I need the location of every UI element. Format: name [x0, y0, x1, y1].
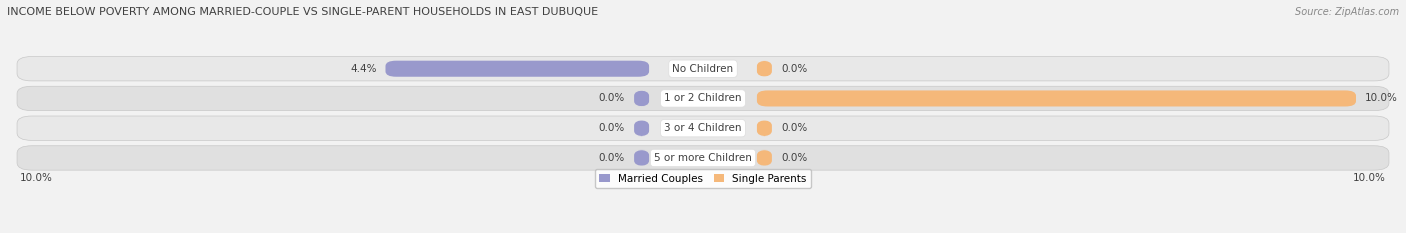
FancyBboxPatch shape	[385, 61, 650, 77]
Text: 0.0%: 0.0%	[599, 93, 626, 103]
FancyBboxPatch shape	[756, 150, 772, 166]
Text: 0.0%: 0.0%	[780, 153, 807, 163]
FancyBboxPatch shape	[634, 120, 650, 136]
Text: 10.0%: 10.0%	[1353, 173, 1386, 183]
Text: 5 or more Children: 5 or more Children	[654, 153, 752, 163]
Legend: Married Couples, Single Parents: Married Couples, Single Parents	[595, 169, 811, 188]
Text: Source: ZipAtlas.com: Source: ZipAtlas.com	[1295, 7, 1399, 17]
FancyBboxPatch shape	[634, 90, 650, 106]
FancyBboxPatch shape	[17, 86, 1389, 111]
FancyBboxPatch shape	[756, 90, 1355, 106]
Text: 1 or 2 Children: 1 or 2 Children	[664, 93, 742, 103]
FancyBboxPatch shape	[17, 57, 1389, 81]
Text: 0.0%: 0.0%	[780, 123, 807, 133]
Text: 4.4%: 4.4%	[350, 64, 377, 74]
FancyBboxPatch shape	[17, 116, 1389, 140]
FancyBboxPatch shape	[634, 150, 650, 166]
Text: INCOME BELOW POVERTY AMONG MARRIED-COUPLE VS SINGLE-PARENT HOUSEHOLDS IN EAST DU: INCOME BELOW POVERTY AMONG MARRIED-COUPL…	[7, 7, 598, 17]
Text: No Children: No Children	[672, 64, 734, 74]
Text: 0.0%: 0.0%	[599, 153, 626, 163]
Text: 10.0%: 10.0%	[1365, 93, 1398, 103]
FancyBboxPatch shape	[756, 61, 772, 77]
Text: 10.0%: 10.0%	[20, 173, 53, 183]
Text: 3 or 4 Children: 3 or 4 Children	[664, 123, 742, 133]
Text: 0.0%: 0.0%	[780, 64, 807, 74]
Text: 0.0%: 0.0%	[599, 123, 626, 133]
FancyBboxPatch shape	[756, 120, 772, 136]
FancyBboxPatch shape	[17, 146, 1389, 170]
